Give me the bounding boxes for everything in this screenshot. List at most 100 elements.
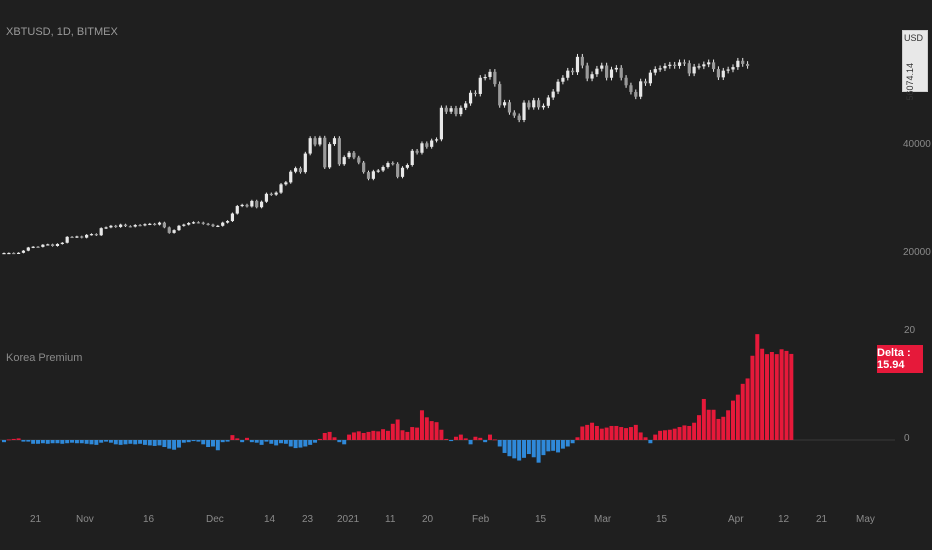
premium-bar <box>492 439 497 441</box>
candle-body <box>464 103 468 108</box>
premium-bar <box>31 440 36 444</box>
candle-body <box>512 112 516 116</box>
candle-body <box>648 72 652 84</box>
x-tick-label: 21 <box>30 514 42 525</box>
premium-bar <box>731 400 735 440</box>
premium-bar <box>473 436 478 440</box>
x-tick-label: 20 <box>422 514 434 525</box>
candle-body <box>177 225 181 231</box>
candle-body <box>51 244 55 246</box>
candle-body <box>736 60 740 68</box>
candle-body <box>624 77 628 86</box>
premium-bar <box>497 440 502 447</box>
premium-bar <box>531 440 536 458</box>
candle-body <box>26 247 30 251</box>
premium-bar <box>439 429 444 440</box>
candle-body <box>138 225 142 227</box>
premium-bar <box>11 438 16 440</box>
premium-bar <box>157 440 162 446</box>
candle-body <box>255 200 259 208</box>
candle-body <box>571 70 575 73</box>
candle-body <box>619 67 623 78</box>
candle-body <box>85 234 89 238</box>
candle-body <box>362 162 366 173</box>
candle-body <box>745 63 750 66</box>
premium-bar <box>696 415 701 440</box>
candle-body <box>590 74 594 79</box>
y-tick-label: 20000 <box>903 247 931 258</box>
premium-bar <box>288 440 293 447</box>
premium-bar <box>128 440 133 444</box>
premium-bar <box>235 438 240 440</box>
premium-bar <box>181 440 186 443</box>
candle-body <box>522 102 526 120</box>
premium-bar <box>536 440 541 463</box>
x-tick-label: 21 <box>816 514 828 525</box>
premium-bar <box>60 440 65 444</box>
candle-body <box>191 222 196 224</box>
price-value: 56074.14 <box>905 63 915 101</box>
premium-bar <box>133 440 138 445</box>
premium-bar <box>478 437 483 440</box>
x-tick-label: Nov <box>76 514 94 525</box>
premium-bar <box>643 437 648 440</box>
premium-bar <box>590 422 595 440</box>
premium-bar <box>172 440 177 450</box>
candle-body <box>274 192 278 195</box>
candle-body <box>119 224 123 227</box>
candle-body <box>308 138 312 154</box>
premium-bar <box>196 440 201 442</box>
premium-bar <box>279 440 284 444</box>
premium-bar <box>108 440 113 443</box>
candle-body <box>75 236 79 238</box>
premium-bar <box>488 434 492 440</box>
candle-body <box>342 157 346 165</box>
x-tick-label: 2021 <box>337 514 360 525</box>
candle-body <box>337 138 341 165</box>
candle-body <box>556 81 560 92</box>
candle-body <box>726 69 730 71</box>
candle-body <box>99 228 103 236</box>
candle-body <box>216 225 220 227</box>
premium-bar <box>342 440 347 445</box>
premium-bar <box>308 440 313 445</box>
premium-bar <box>40 440 45 444</box>
candle-body <box>459 107 463 115</box>
candle-body <box>221 222 225 226</box>
candle-body <box>634 91 638 97</box>
premium-bar <box>118 440 123 445</box>
candle-body <box>493 71 497 85</box>
premium-bar <box>449 440 454 442</box>
premium-bar <box>240 440 245 443</box>
premium-bar <box>230 435 235 440</box>
candle-body <box>595 68 599 75</box>
symbol-title: XBTUSD, 1D, BITMEX <box>6 26 118 38</box>
candle-body <box>454 108 458 115</box>
premium-bar <box>176 440 181 448</box>
candle-body <box>259 201 264 208</box>
premium-bar <box>303 440 308 447</box>
premium-bar <box>765 354 770 440</box>
premium-bar <box>468 440 473 445</box>
y-tick-label: 40000 <box>903 139 931 150</box>
candle-body <box>357 157 361 163</box>
candle-body <box>430 140 434 147</box>
premium-bar <box>565 440 570 447</box>
premium-bar <box>371 430 376 440</box>
candle-body <box>318 137 322 145</box>
premium-bar <box>599 428 604 440</box>
x-tick-label: 15 <box>535 514 547 525</box>
premium-bar <box>298 440 303 448</box>
candle-body <box>473 92 478 94</box>
candle-body <box>707 62 711 65</box>
premium-bar <box>152 440 157 446</box>
premium-bar <box>191 440 196 442</box>
premium-bar <box>419 410 424 440</box>
premium-bar <box>89 440 94 445</box>
candle-body <box>143 224 147 226</box>
candle-body <box>182 224 186 226</box>
candle-body <box>643 81 648 84</box>
y-tick-label: 0 <box>904 433 910 444</box>
candle-body <box>468 92 473 104</box>
candle-body <box>328 144 332 168</box>
